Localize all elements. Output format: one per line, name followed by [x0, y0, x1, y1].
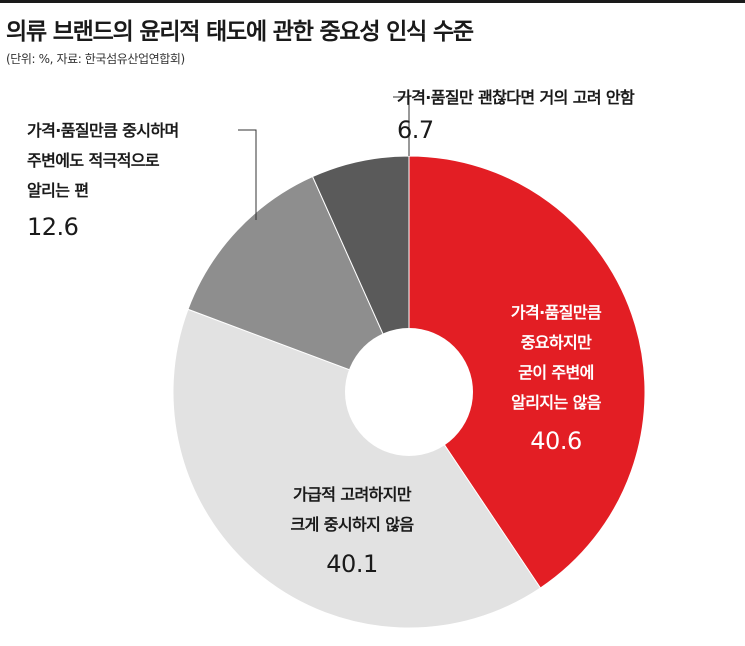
- slice-label-line: 알리지는 않음: [511, 393, 602, 412]
- slice-label-line: 굳이 주변에: [518, 363, 594, 382]
- slice-label-line: 크게 중시하지 않음: [291, 515, 415, 534]
- pie-slice-1: [172, 308, 542, 629]
- pie-slice-2: [187, 175, 410, 393]
- leader-line-12-6: [238, 129, 257, 220]
- slice-label-line: 가격·품질만큼: [511, 303, 602, 322]
- slice-label-line: 가격·품질만큼 중시하며: [27, 121, 179, 140]
- top-rule: [0, 0, 745, 3]
- slice-label-line: 중요하지만: [521, 333, 592, 352]
- slice-value-label: 40.6: [530, 427, 581, 455]
- slice-value-label: 40.1: [326, 550, 377, 578]
- slice-label-line: 가급적 고려하지만: [293, 485, 412, 504]
- chart-title: 의류 브랜드의 윤리적 태도에 관한 중요성 인식 수준: [6, 19, 474, 45]
- pie-slice-0: [408, 155, 646, 589]
- chart-subtitle: (단위: %, 자료: 한국섬유산업연합회): [6, 52, 185, 66]
- slice-label-line: 가격·품질만 괜찮다면 거의 고려 안함: [397, 88, 635, 107]
- slice-label-line: 알리는 편: [27, 181, 88, 200]
- slice-label-line: 주변에도 적극적으로: [27, 151, 160, 170]
- slice-value-label: 6.7: [397, 116, 434, 144]
- donut-hole: [345, 328, 473, 456]
- leader-line-6-7: [393, 96, 410, 156]
- slice-value-label: 12.6: [27, 213, 78, 241]
